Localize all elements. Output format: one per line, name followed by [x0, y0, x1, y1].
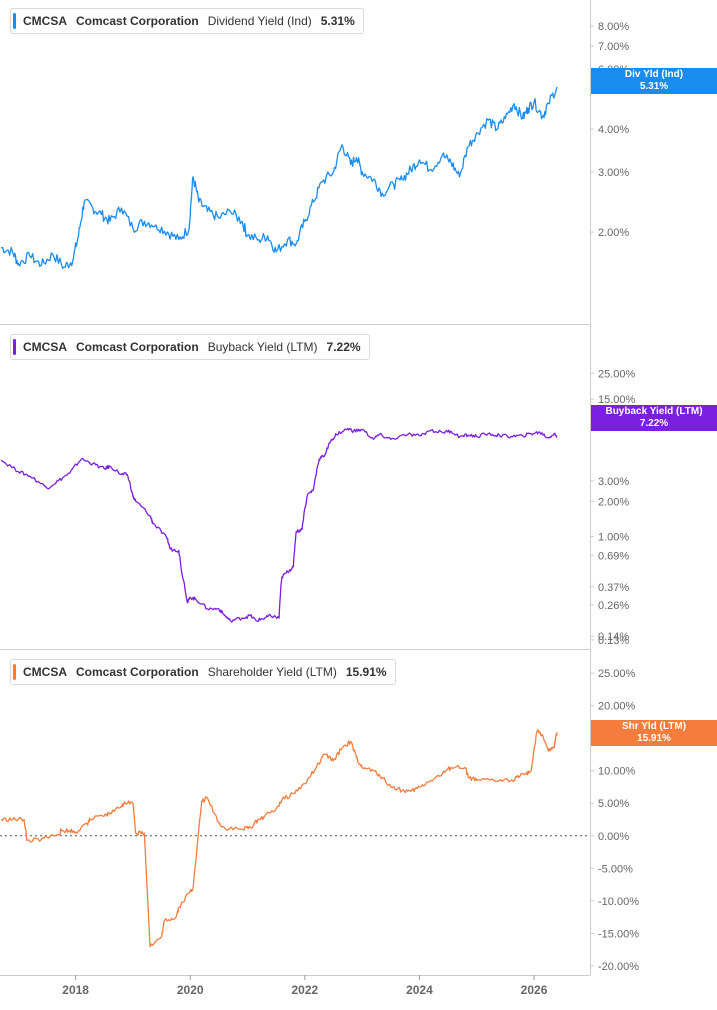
x-tick-label: 2026 [521, 983, 548, 997]
legend-ticker: CMCSA [23, 340, 67, 354]
flag-label: Div Yld (Ind) [624, 69, 684, 80]
y-tick-label: 0.14% [598, 631, 629, 643]
flag-label: Shr Yld (LTM) [621, 721, 687, 732]
buyback-yield-panel: 0.13%0.14% 0.26% 0.37% 0.69% 1.00% 2.00% 3.00%… [0, 368, 636, 647]
legend-company: Comcast Corporation [76, 665, 199, 679]
y-tick-label: 15.00% [598, 394, 636, 406]
legend-value: 5.31% [320, 14, 355, 28]
y-tick-label: 3.00% [598, 476, 629, 488]
legend-company: Comcast Corporation [76, 14, 199, 28]
y-tick-label: 1.00% [598, 532, 629, 544]
legend-color-swatch [13, 13, 16, 29]
shareholder-yield-value-flag: Shr Yld (LTM) 15.91% [591, 720, 717, 746]
y-tick-label: -15.00% [598, 928, 639, 940]
legend-metric: Dividend Yield (Ind) [207, 14, 312, 28]
y-tick-label: 8.00% [598, 21, 629, 33]
y-tick-label: 0.37% [598, 582, 629, 594]
y-tick-label: 5.00% [598, 798, 629, 810]
flag-value: 15.91% [637, 733, 671, 744]
y-tick-label: 7.00% [598, 41, 629, 53]
buyback-yield-legend[interactable]: CMCSA Comcast Corporation Buyback Yield … [10, 334, 370, 360]
series-line [0, 427, 558, 623]
y-tick-label: 20.00% [598, 701, 636, 713]
x-tick-label: 2018 [62, 983, 89, 997]
x-tick-label: 2024 [406, 983, 433, 997]
buyback-yield-value-flag: Buyback Yield (LTM) 7.22% [591, 405, 717, 431]
flag-label: Buyback Yield (LTM) [605, 406, 703, 417]
legend-company: Comcast Corporation [76, 340, 199, 354]
series-line [0, 729, 558, 948]
legend-value: 7.22% [326, 340, 361, 354]
y-tick-label: 3.00% [598, 167, 629, 179]
legend-metric: Shareholder Yield (LTM) [207, 665, 337, 679]
y-tick-label: 4.00% [598, 124, 629, 136]
dividend-yield-value-flag: Div Yld (Ind) 5.31% [591, 68, 717, 94]
y-tick-label: 25.00% [598, 368, 636, 380]
flag-value: 7.22% [639, 418, 669, 429]
y-tick-label: 10.00% [598, 766, 636, 778]
dividend-yield-legend[interactable]: CMCSA Comcast Corporation Dividend Yield… [10, 8, 364, 34]
flag-value: 5.31% [639, 81, 669, 92]
y-tick-label: -5.00% [598, 863, 633, 875]
x-tick-label: 2022 [291, 983, 318, 997]
legend-ticker: CMCSA [23, 14, 67, 28]
shareholder-yield-panel: 25.00%20.00%15.00%10.00%5.00%0.00%-5.00%… [0, 668, 639, 973]
dividend-yield-panel: 2.00%3.00%4.00%6.00%7.00%8.00% [1, 21, 629, 269]
y-tick-label: 0.00% [598, 831, 629, 843]
legend-ticker: CMCSA [23, 665, 67, 679]
y-tick-label: 2.00% [598, 496, 629, 508]
legend-color-swatch [13, 664, 16, 680]
legend-value: 15.91% [345, 665, 387, 679]
y-tick-label: 0.26% [598, 600, 629, 612]
y-tick-label: 2.00% [598, 227, 629, 239]
y-tick-label: 0.69% [598, 550, 629, 562]
series-line [1, 86, 558, 269]
y-tick-label: -10.00% [598, 896, 639, 908]
shareholder-yield-legend[interactable]: CMCSA Comcast Corporation Shareholder Yi… [10, 659, 396, 685]
y-tick-label: -20.00% [598, 961, 639, 973]
x-axis: 2018 2020 2022 2024 2026 [62, 975, 548, 997]
y-tick-label: 25.00% [598, 668, 636, 680]
x-tick-label: 2020 [177, 983, 204, 997]
y-tick-label: 0.13% [598, 635, 629, 647]
legend-metric: Buyback Yield (LTM) [207, 340, 318, 354]
legend-color-swatch [13, 339, 16, 355]
